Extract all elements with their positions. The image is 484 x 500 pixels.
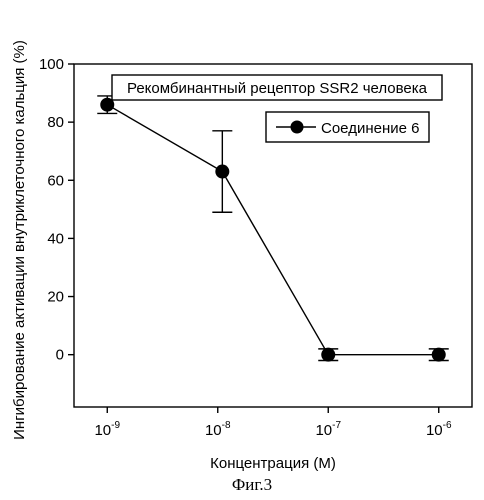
y-tick-label: 100 xyxy=(39,56,64,73)
y-axis-title: Ингибирование активации внутриклеточного… xyxy=(11,40,28,440)
legend-marker xyxy=(290,120,304,134)
legend-label: Соединение 6 xyxy=(321,120,419,137)
y-tick-label: 40 xyxy=(47,230,64,247)
y-tick-label: 20 xyxy=(47,289,64,306)
legend-frame xyxy=(265,111,430,143)
x-tick-label: 10-6 xyxy=(426,420,452,439)
title-box-frame xyxy=(111,74,443,101)
legend: Соединение 6 xyxy=(265,111,430,143)
data-point xyxy=(215,164,230,179)
x-axis: 10-9 10-8 10-7 10-6 xyxy=(94,407,452,439)
figure-caption: Фиг.3 xyxy=(232,475,272,494)
data-point xyxy=(100,97,115,112)
plot-frame xyxy=(73,63,473,408)
series-layer xyxy=(97,95,449,362)
x-tick-label: 10-9 xyxy=(94,420,120,439)
plot-area xyxy=(73,63,473,408)
chart-title: Рекомбинантный рецептор SSR2 человека xyxy=(127,80,428,97)
x-tick-label: 10-8 xyxy=(205,420,231,439)
x-axis-title: Концентрация (М) xyxy=(210,455,336,472)
y-axis: 0 20 40 60 80 100 xyxy=(39,56,74,364)
series-line xyxy=(106,104,439,356)
x-tick-label: 10-7 xyxy=(315,420,341,439)
data-point xyxy=(431,347,446,362)
title-box: Рекомбинантный рецептор SSR2 человека xyxy=(111,74,443,101)
y-tick-label: 60 xyxy=(47,172,64,189)
data-point xyxy=(321,347,336,362)
y-tick-label: 80 xyxy=(47,114,64,131)
y-tick-label: 0 xyxy=(56,347,64,364)
